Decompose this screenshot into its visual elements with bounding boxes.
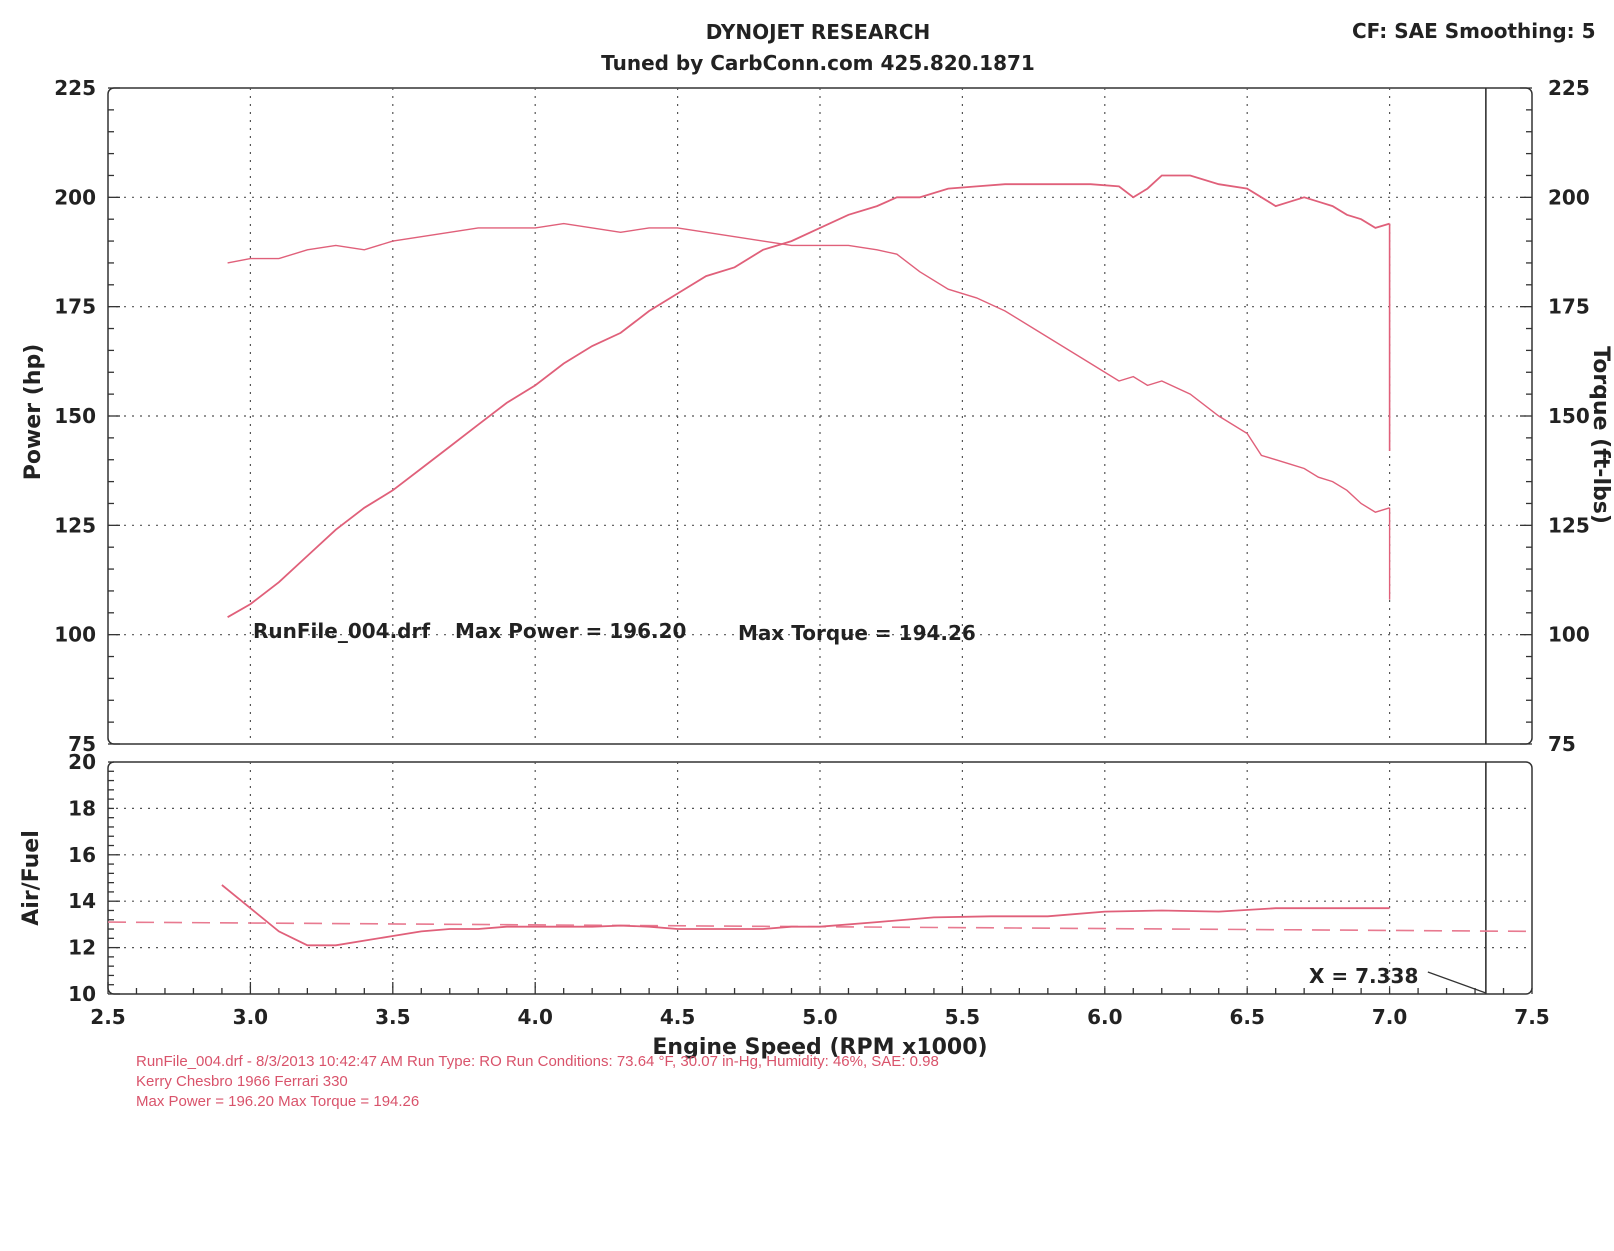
chart-dynamic-layer: 75 100 125 150 175 200 225 75 100 125 150 175 200 225… xyxy=(54,76,1590,1029)
chart-subtitle: Tuned by CarbConn.com 425.820.1871 xyxy=(601,51,1035,75)
footer-line-3: Max Power = 196.20 Max Torque = 194.26 xyxy=(136,1093,419,1110)
x-tick-label: 4.0 xyxy=(517,1005,552,1029)
y-tick-label-airfuel: 14 xyxy=(68,889,96,913)
chart-title: DYNOJET RESEARCH xyxy=(706,20,931,44)
x-tick-label: 6.5 xyxy=(1229,1005,1264,1029)
airfuel-curve xyxy=(221,884,1390,947)
y-tick-label-power: 200 xyxy=(54,185,96,209)
x-tick-label: 5.5 xyxy=(945,1005,980,1029)
cursor-label: X = 7.338 xyxy=(1309,964,1418,988)
x-tick-label: 3.5 xyxy=(375,1005,410,1029)
y-tick-label-airfuel: 10 xyxy=(68,982,96,1006)
x-tick-label: 3.0 xyxy=(233,1005,268,1029)
x-tick-label: 5.0 xyxy=(802,1005,837,1029)
y-tick-label-power: 225 xyxy=(54,76,96,100)
y-tick-label-torque: 75 xyxy=(1548,732,1576,756)
y-tick-label-torque: 100 xyxy=(1548,623,1590,647)
y-tick-label-torque: 200 xyxy=(1548,185,1590,209)
y-axis-label-power: Power (hp) xyxy=(21,344,46,481)
x-tick-label: 7.0 xyxy=(1372,1005,1407,1029)
y-tick-label-airfuel: 18 xyxy=(68,796,96,820)
y-tick-label-torque: 225 xyxy=(1548,76,1590,100)
annotation-max-power: Max Power = 196.20 xyxy=(455,619,686,643)
y-tick-label-power: 75 xyxy=(68,732,96,756)
annotation-runfile: RunFile_004.drf xyxy=(253,619,430,643)
y-axis-label-torque: Torque (ft-lbs) xyxy=(1588,346,1613,524)
y-tick-label-torque: 175 xyxy=(1548,295,1590,319)
y-tick-label-power: 150 xyxy=(54,404,96,428)
y-tick-label-power: 175 xyxy=(54,295,96,319)
y-tick-label-torque: 125 xyxy=(1548,513,1590,537)
y-tick-label-airfuel: 12 xyxy=(68,936,96,960)
x-tick-label: 4.5 xyxy=(660,1005,695,1029)
y-axis-label-airfuel: Air/Fuel xyxy=(19,830,44,926)
footer-line-1: RunFile_004.drf - 8/3/2013 10:42:47 AM R… xyxy=(136,1053,939,1070)
y-tick-label-torque: 150 xyxy=(1548,404,1590,428)
annotation-max-torque: Max Torque = 194.26 xyxy=(738,621,976,645)
settings-label: CF: SAE Smoothing: 5 xyxy=(1352,19,1596,43)
y-tick-label-power: 100 xyxy=(54,623,96,647)
y-tick-label-airfuel: 20 xyxy=(68,750,96,774)
power-curve xyxy=(227,174,1390,618)
torque-curve xyxy=(227,222,1390,513)
airfuel-plot-frame xyxy=(107,761,1533,995)
cursor-leader xyxy=(1427,971,1487,994)
x-tick-label: 7.5 xyxy=(1514,1005,1549,1029)
x-tick-label: 2.5 xyxy=(90,1005,125,1029)
x-axis-label: Engine Speed (RPM x1000) xyxy=(652,1035,987,1060)
footer-line-2: Kerry Chesbro 1966 Ferrari 330 xyxy=(136,1073,348,1090)
x-tick-label: 6.0 xyxy=(1087,1005,1122,1029)
y-tick-label-power: 125 xyxy=(54,513,96,537)
y-tick-label-airfuel: 16 xyxy=(68,843,96,867)
